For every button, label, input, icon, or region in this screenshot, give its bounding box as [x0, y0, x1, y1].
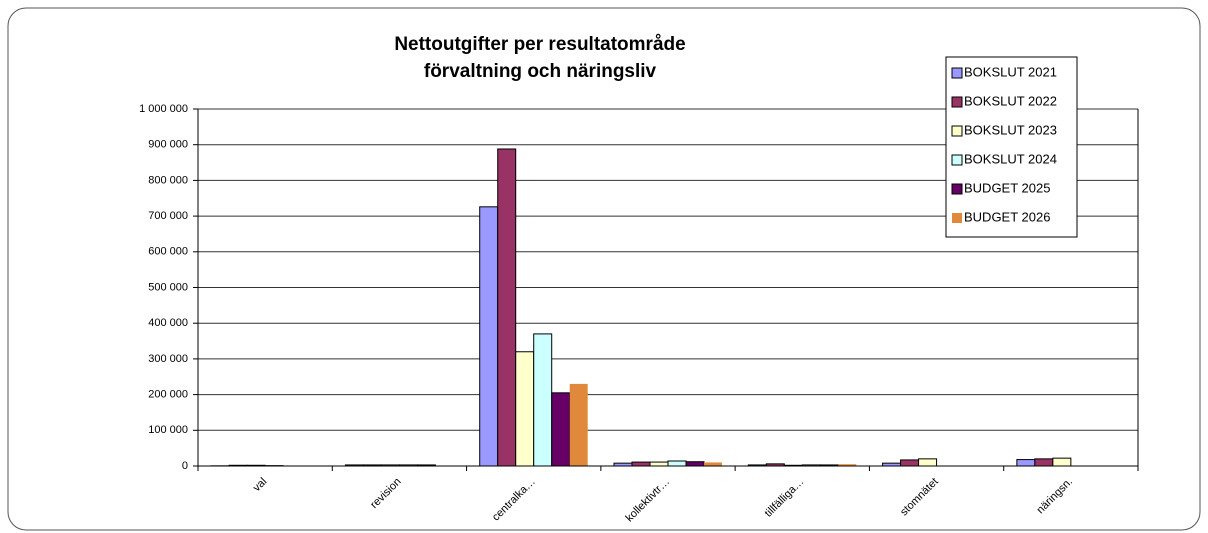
y-tick-label: 300 000: [148, 353, 188, 365]
legend-swatch: [951, 154, 963, 166]
y-tick-label: 900 000: [148, 139, 188, 151]
legend-text: BUDGET 2026: [964, 209, 1050, 224]
legend-text: BOKSLUT 2023: [964, 122, 1057, 137]
bar: [631, 461, 651, 467]
bar: [551, 392, 571, 467]
bar: [515, 351, 535, 467]
legend-text: BOKSLUT 2022: [964, 93, 1057, 108]
bar: [704, 462, 722, 466]
bar: [569, 383, 588, 466]
chart-title: Nettoutgifter per resultatområde: [394, 34, 685, 55]
y-tick-label: 400 000: [148, 317, 188, 329]
bar: [533, 333, 553, 467]
bar: [685, 461, 705, 467]
bar: [497, 148, 517, 467]
y-tick-label: 800 000: [148, 174, 188, 186]
y-tick-label: 600 000: [148, 246, 188, 258]
legend-box: [945, 56, 1078, 238]
bar: [667, 460, 687, 467]
y-tick-label: 1 000 000: [139, 103, 188, 115]
legend-text: BOKSLUT 2021: [964, 64, 1057, 79]
legend-swatch: [952, 213, 962, 223]
legend-swatch: [951, 125, 963, 137]
bar: [649, 461, 669, 467]
y-tick-label: 200 000: [148, 389, 188, 401]
legend-swatch: [951, 183, 963, 195]
legend-swatch: [951, 96, 963, 108]
bar: [918, 458, 938, 467]
legend-text: BUDGET 2025: [964, 180, 1050, 195]
bar: [838, 464, 857, 466]
y-tick-label: 700 000: [148, 210, 188, 222]
y-tick-label: 500 000: [148, 281, 188, 293]
legend-swatch: [951, 67, 963, 79]
bar: [1052, 457, 1072, 467]
chart-title: förvaltning och näringsliv: [424, 61, 657, 82]
bar: [900, 459, 920, 467]
bar: [1034, 458, 1054, 467]
y-tick-label: 100 000: [148, 424, 188, 436]
bar: [479, 206, 499, 467]
y-tick-label: 0: [182, 460, 188, 472]
legend-text: BOKSLUT 2024: [964, 151, 1057, 166]
bar: [1016, 459, 1036, 467]
